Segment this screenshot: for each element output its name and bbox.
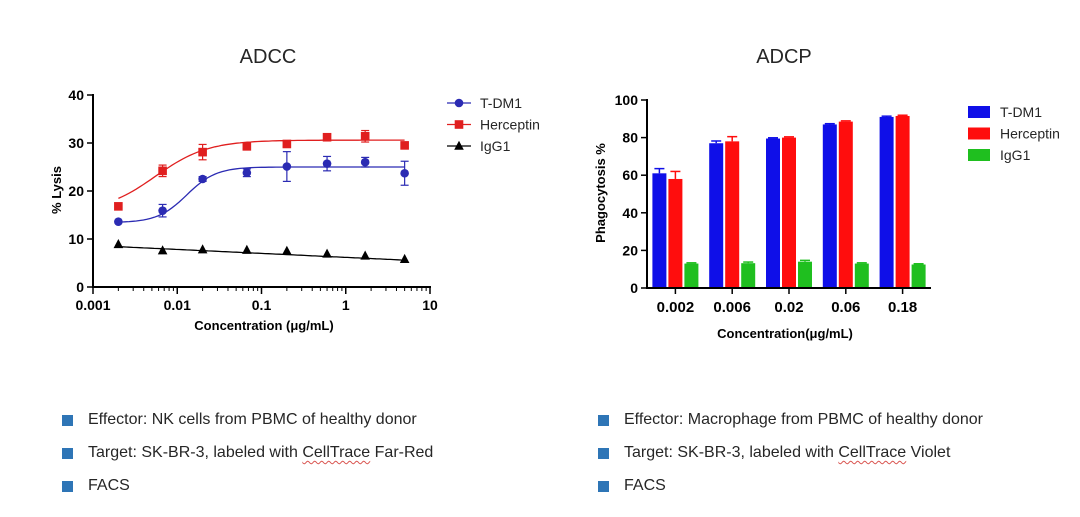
data-point — [114, 202, 123, 211]
data-point — [242, 244, 252, 254]
bar — [911, 264, 926, 288]
y-axis-label: Phagocytosis % — [593, 143, 608, 243]
y-tick-label: 60 — [622, 167, 638, 183]
bullet-square-icon — [62, 481, 73, 492]
y-tick-label: 20 — [68, 183, 84, 199]
data-point — [282, 162, 292, 171]
chart-title: ADCC — [240, 46, 297, 68]
note-item: FACS — [598, 476, 983, 509]
adcc-chart: ADCC Concentration (μg/mL) % Lysis 0 10 20… — [49, 46, 540, 333]
chart-title: ADCP — [756, 46, 812, 68]
bar — [895, 115, 910, 288]
x-tick-label: 0.001 — [75, 297, 110, 313]
x-tick-label: 0.02 — [774, 299, 803, 316]
legend-label: IgG1 — [480, 138, 511, 154]
y-tick-label: 0 — [76, 279, 84, 295]
bar — [741, 263, 756, 288]
data-point — [242, 168, 252, 178]
y-tick-label: 80 — [622, 130, 638, 146]
note-item: FACS — [62, 476, 433, 509]
y-tick-label: 30 — [68, 135, 84, 151]
bar — [652, 173, 667, 288]
y-tick-label: 40 — [68, 87, 84, 103]
x-tick-label: 0.18 — [888, 299, 917, 316]
data-point — [322, 159, 332, 168]
data-point — [360, 250, 370, 260]
bar — [879, 116, 894, 288]
x-tick-label: 0.002 — [657, 299, 695, 316]
x-tick-label: 0.01 — [164, 297, 191, 313]
bar — [766, 138, 780, 288]
data-point — [242, 142, 252, 151]
fit-curve — [118, 246, 405, 261]
legend-swatch — [968, 149, 990, 161]
legend-swatch — [968, 127, 990, 140]
bullet-square-icon — [62, 448, 73, 459]
bar — [709, 143, 724, 288]
bar — [725, 141, 740, 288]
legend-label: T-DM1 — [480, 95, 522, 111]
data-point — [360, 157, 370, 167]
bar — [822, 124, 837, 288]
data-point — [400, 141, 409, 150]
data-point — [197, 244, 208, 254]
bar — [854, 263, 869, 288]
data-point — [157, 245, 168, 255]
data-point — [454, 140, 464, 150]
bar — [798, 261, 812, 288]
y-tick-label: 0 — [630, 280, 638, 296]
legend-label: IgG1 — [1000, 147, 1031, 163]
x-axis-label: Concentration (μg/mL) — [194, 318, 333, 333]
bar — [684, 263, 699, 288]
data-point — [158, 166, 167, 176]
x-tick-label: 0.1 — [252, 297, 272, 313]
data-point — [322, 132, 332, 142]
bullet-square-icon — [598, 448, 609, 459]
legend-label: Herceptin — [480, 117, 540, 133]
note-item: Effector: Macrophage from PBMC of health… — [598, 410, 983, 443]
data-point — [322, 248, 332, 258]
x-tick-label: 1 — [342, 297, 350, 313]
data-point — [400, 168, 409, 178]
bullet-square-icon — [598, 481, 609, 492]
y-tick-label: 40 — [622, 205, 638, 221]
y-tick-label: 100 — [615, 92, 639, 108]
note-item: Effector: NK cells from PBMC of healthy … — [62, 410, 433, 443]
x-axis-label: Concentration(μg/mL) — [717, 326, 853, 341]
data-point — [454, 120, 464, 129]
bar — [838, 121, 853, 289]
data-point — [198, 174, 207, 184]
legend-swatch — [968, 106, 990, 118]
bullet-square-icon — [62, 415, 73, 426]
bullet-square-icon — [598, 415, 609, 426]
legend-label: Herceptin — [1000, 126, 1060, 142]
y-axis-label: % Lysis — [49, 166, 64, 214]
y-tick-label: 10 — [68, 231, 84, 247]
data-point — [198, 147, 207, 157]
x-tick-label: 10 — [422, 297, 438, 313]
x-tick-label: 0.006 — [713, 299, 751, 316]
legend-label: T-DM1 — [1000, 104, 1042, 120]
data-point — [360, 131, 370, 141]
note-item: Target: SK-BR-3, labeled with CellTrace … — [598, 443, 983, 476]
note-item: Target: SK-BR-3, labeled with CellTrace … — [62, 443, 433, 476]
x-tick-label: 0.06 — [831, 299, 860, 316]
data-point — [158, 206, 167, 215]
notes-right: Effector: Macrophage from PBMC of health… — [598, 410, 983, 509]
data-point — [113, 238, 124, 249]
data-point — [454, 98, 464, 108]
data-point — [114, 217, 123, 227]
data-point — [282, 245, 292, 255]
bar — [668, 178, 683, 288]
data-point — [282, 139, 292, 149]
y-tick-label: 20 — [622, 242, 638, 258]
data-point — [399, 253, 410, 263]
bar — [782, 137, 796, 288]
notes-left: Effector: NK cells from PBMC of healthy … — [62, 410, 433, 509]
